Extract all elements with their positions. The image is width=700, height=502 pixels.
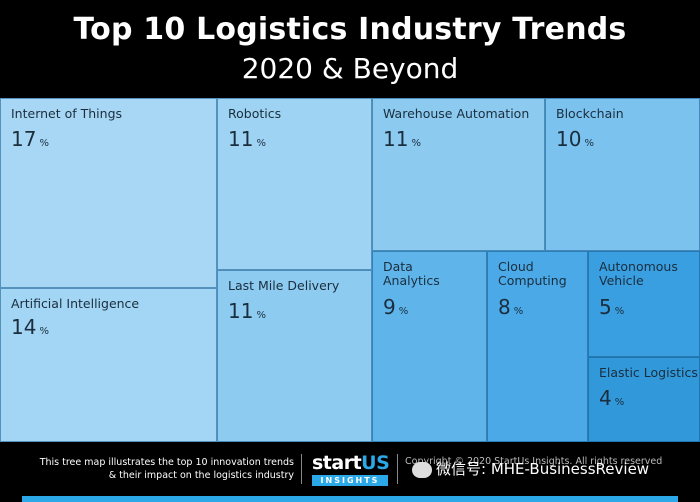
tile-label: Autonomous Vehicle [599,259,678,288]
tile-value: 9% [383,295,408,319]
tile-value-unit: % [256,138,266,149]
copyright-text: Copyright © 2020 StartUs Insights. All r… [405,456,663,467]
footer-accent-bar [22,496,678,502]
wechat-watermark: 微信号: MHE-BusinessReview [412,458,649,479]
tile-value-number: 5 [599,295,612,319]
tile-label: Artificial Intelligence [11,296,140,311]
tile-label: Blockchain [556,106,624,121]
tile-label: Internet of Things [11,106,123,121]
tile-value: 11% [228,127,266,151]
tile-value-unit: % [398,306,409,317]
footer: This tree map illustrates the top 10 inn… [0,442,700,502]
tile-value-number: 11 [228,299,254,323]
tile-value: 5% [599,295,624,319]
tile-value-number: 17 [11,127,37,151]
logo-start: start [312,452,362,474]
tile-robotics: Robotics 11% [217,98,372,270]
tile-autonomous-vehicle: Autonomous Vehicle 5% [588,251,700,357]
tile-internet-of-things: Internet of Things 17% [0,98,217,288]
tile-label: Cloud Computing [498,259,567,288]
tile-value-unit: % [39,138,49,149]
tile-artificial-intelligence: Artificial Intelligence 14% [0,288,217,442]
tile-value: 8% [498,295,523,319]
tile-value-number: 14 [11,315,37,339]
chart-title: Top 10 Logistics Industry Trends [73,12,627,47]
tile-value: 14% [11,315,49,339]
tile-label: Elastic Logistics [599,365,698,380]
tile-value-number: 10 [556,127,582,151]
chart-subtitle: 2020 & Beyond [241,52,459,85]
tile-warehouse-automation: Warehouse Automation 11% [372,98,545,251]
footer-divider [397,454,398,484]
tile-value-number: 9 [383,295,396,319]
tile-blockchain: Blockchain 10% [545,98,700,251]
footer-description-line1: This tree map illustrates the top 10 inn… [39,457,294,468]
logo-insights: INSIGHTS [312,475,388,486]
tile-elastic-logistics: Elastic Logistics 4% [588,357,700,442]
treemap: Internet of Things 17% Artificial Intell… [0,98,700,442]
tile-value-unit: % [614,306,625,317]
tile-value: 10% [556,127,594,151]
tile-value: 11% [383,127,421,151]
tile-value: 4% [599,386,624,410]
tile-value-unit: % [411,138,421,149]
logo-us: US [361,452,390,474]
footer-description: This tree map illustrates the top 10 inn… [22,456,294,482]
tile-value: 11% [228,299,266,323]
tile-value-number: 4 [599,386,612,410]
tile-value-unit: % [513,306,524,317]
tile-label: Data Analytics [383,259,440,288]
wechat-icon [412,461,432,478]
tile-last-mile-delivery: Last Mile Delivery 11% [217,270,372,442]
tile-data-analytics: Data Analytics 9% [372,251,487,442]
footer-divider [301,454,302,484]
tile-label: Robotics [228,106,282,121]
tile-value: 17% [11,127,49,151]
tile-value-unit: % [39,326,49,337]
tile-label: Warehouse Automation [383,106,530,121]
tile-value-number: 11 [228,127,254,151]
footer-description-line2: & their impact on the logistics industry [108,470,294,481]
startus-insights-logo: startUS INSIGHTS [312,452,390,486]
tile-value-unit: % [256,310,266,321]
tile-value-unit: % [614,397,625,408]
tile-value-unit: % [584,138,594,149]
tile-label: Last Mile Delivery [228,278,340,293]
watermark-text: 微信号: MHE-BusinessReview [436,460,650,478]
tile-cloud-computing: Cloud Computing 8% [487,251,588,442]
tile-value-number: 11 [383,127,409,151]
tile-value-number: 8 [498,295,511,319]
